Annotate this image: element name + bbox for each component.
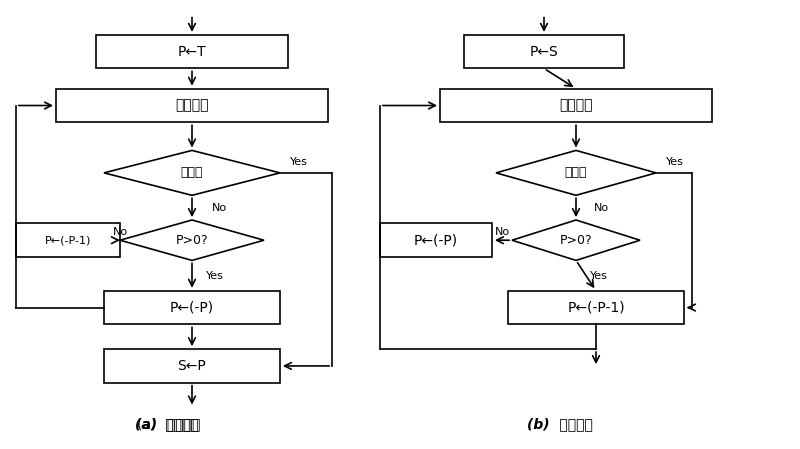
Text: S←P: S←P xyxy=(178,359,206,373)
Text: No: No xyxy=(594,202,609,213)
Text: P>0?: P>0? xyxy=(176,234,208,247)
FancyBboxPatch shape xyxy=(16,223,120,257)
Text: P←(-P-1): P←(-P-1) xyxy=(567,300,625,315)
Text: 提取数据: 提取数据 xyxy=(559,98,593,113)
Polygon shape xyxy=(512,220,640,260)
Text: 结束？: 结束？ xyxy=(565,167,587,179)
Text: Yes: Yes xyxy=(290,157,307,167)
Text: P←(-P-1): P←(-P-1) xyxy=(45,235,91,245)
FancyBboxPatch shape xyxy=(508,291,684,324)
Text: P>0?: P>0? xyxy=(560,234,592,247)
Text: No: No xyxy=(212,202,227,213)
FancyBboxPatch shape xyxy=(440,89,712,122)
Text: No: No xyxy=(113,227,127,237)
FancyBboxPatch shape xyxy=(380,223,492,257)
Text: Yes: Yes xyxy=(666,157,683,167)
Text: (a)  嵌入数据: (a) 嵌入数据 xyxy=(137,417,199,431)
FancyBboxPatch shape xyxy=(56,89,328,122)
Text: P←T: P←T xyxy=(178,44,206,59)
Text: (a)  嵌入数据: (a) 嵌入数据 xyxy=(135,417,201,431)
FancyBboxPatch shape xyxy=(104,349,280,383)
Text: P←S: P←S xyxy=(530,44,558,59)
Text: (b)  提取数据: (b) 提取数据 xyxy=(527,417,593,431)
Text: 结束？: 结束？ xyxy=(181,167,203,179)
Polygon shape xyxy=(104,150,280,195)
FancyBboxPatch shape xyxy=(464,35,624,68)
Text: P←(-P): P←(-P) xyxy=(414,233,458,247)
Text: Yes: Yes xyxy=(590,271,608,281)
Polygon shape xyxy=(496,150,656,195)
FancyBboxPatch shape xyxy=(104,291,280,324)
FancyBboxPatch shape xyxy=(96,35,288,68)
Text: 嵌入数据: 嵌入数据 xyxy=(175,98,209,113)
Text: No: No xyxy=(494,227,510,237)
Text: P←(-P): P←(-P) xyxy=(170,300,214,315)
Text: Yes: Yes xyxy=(206,271,224,281)
Polygon shape xyxy=(120,220,264,260)
